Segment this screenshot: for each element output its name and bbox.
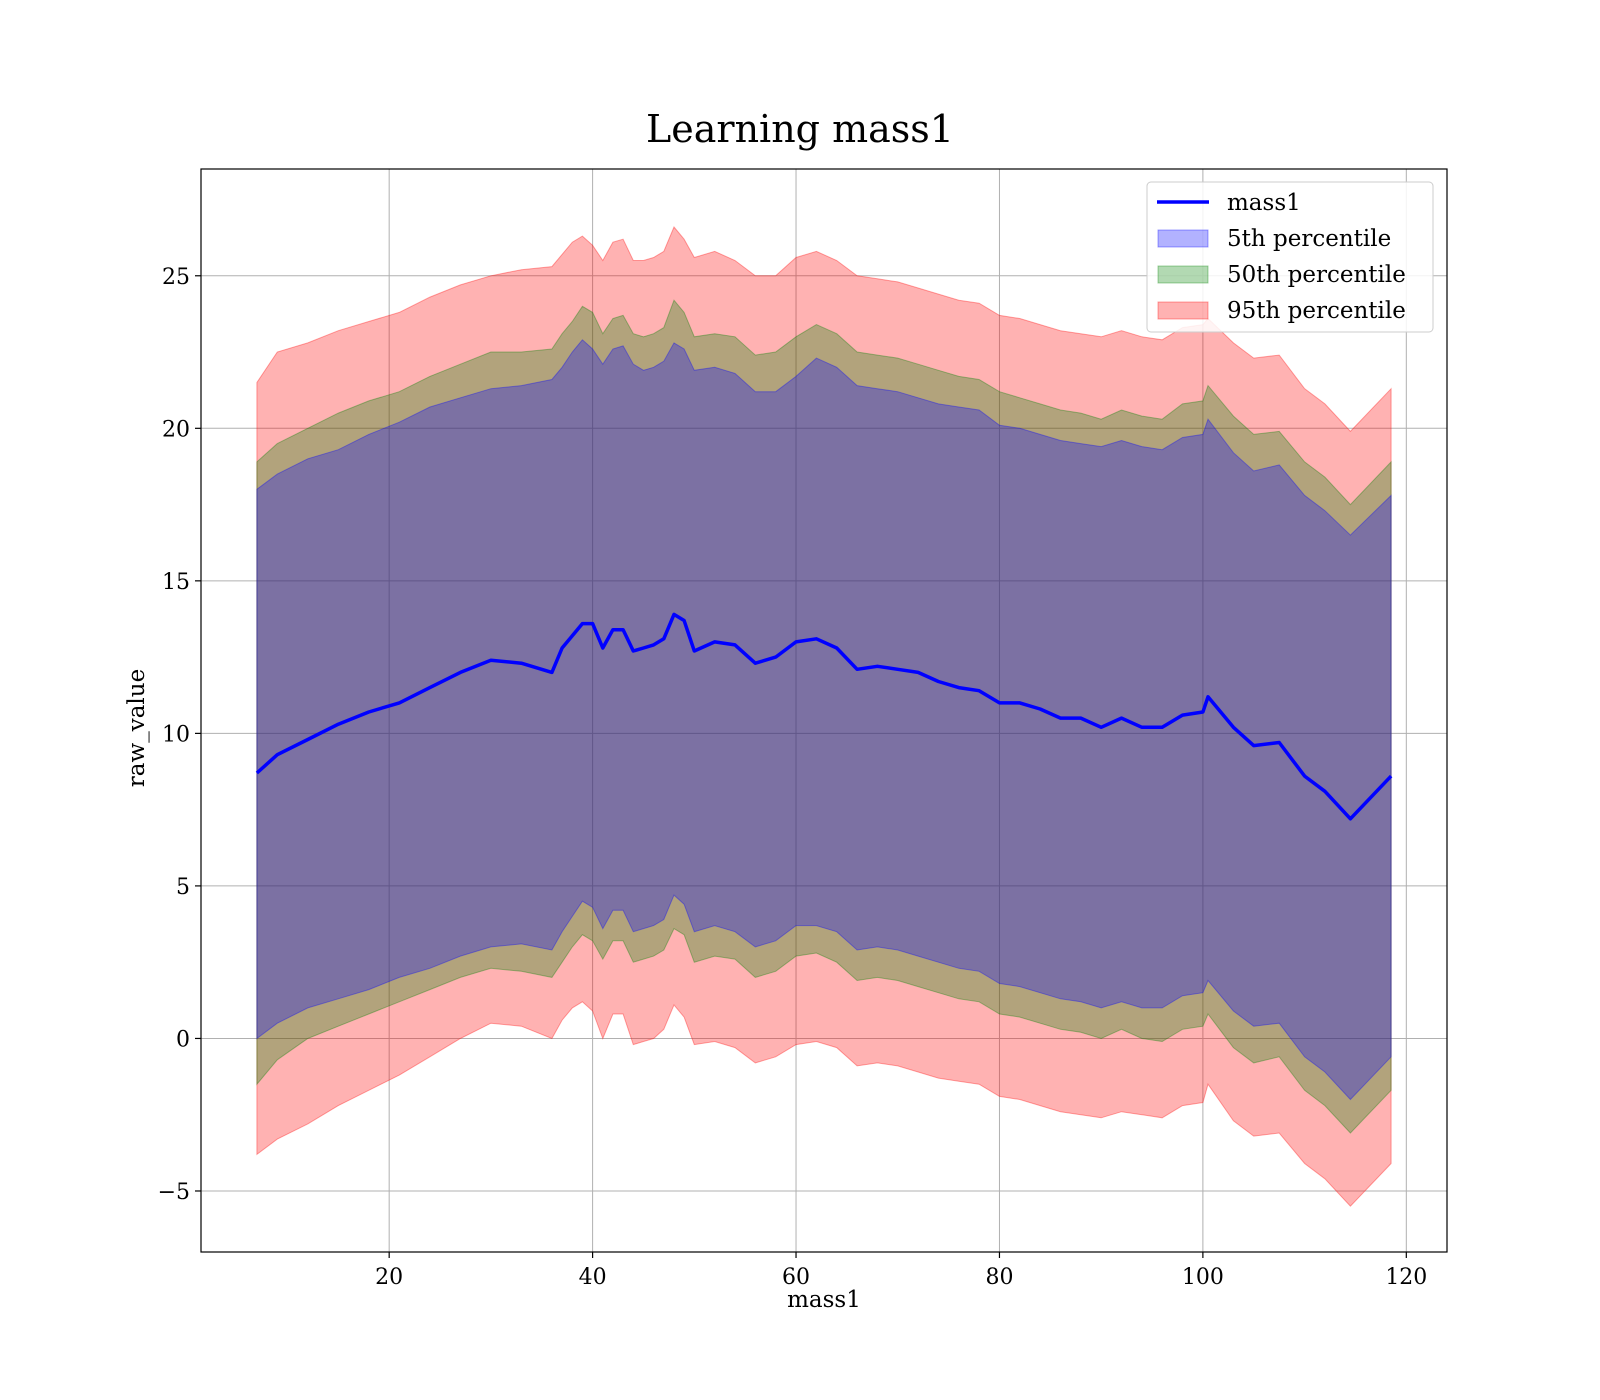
- x-axis-label: mass1: [787, 1287, 861, 1313]
- y-tick-label: 5: [176, 875, 190, 900]
- band-95th-percentile: [256, 226, 1392, 1207]
- legend: mass1 5th percentile 50th percentile 95th p…: [1146, 181, 1434, 333]
- x-tick-label: 60: [782, 1265, 810, 1290]
- y-tick-label: 10: [162, 722, 190, 747]
- x-tick-label: 120: [1385, 1265, 1427, 1290]
- band-5th-percentile: [256, 339, 1392, 1101]
- y-tick-label: 20: [162, 417, 190, 442]
- x-tick-label: 20: [375, 1265, 403, 1290]
- y-axis-ticks: −5 0 5 10 15 20 25: [158, 265, 201, 1205]
- x-axis-ticks: 20 40 60 80 100 120: [375, 1252, 1427, 1290]
- series-line-mass1: [255, 612, 1393, 821]
- legend-swatch-band: [1157, 229, 1209, 248]
- legend-swatch-band: [1157, 301, 1209, 320]
- plot-area-frame: [200, 168, 1448, 1253]
- legend-label: mass1: [1227, 190, 1301, 216]
- chart-title: Learning mass1: [646, 107, 954, 151]
- x-tick-label: 100: [1182, 1265, 1224, 1290]
- y-tick-label: 15: [162, 570, 190, 595]
- y-tick-label: 0: [176, 1027, 190, 1052]
- legend-label: 95th percentile: [1227, 298, 1406, 324]
- band-50th-percentile: [256, 299, 1392, 1134]
- y-tick-label: 25: [162, 265, 190, 290]
- legend-label: 5th percentile: [1227, 226, 1391, 252]
- legend-swatch-band: [1157, 265, 1209, 284]
- legend-label: 50th percentile: [1227, 262, 1406, 288]
- y-tick-label: −5: [158, 1180, 190, 1205]
- series-lines: [255, 612, 1393, 821]
- x-tick-label: 40: [579, 1265, 607, 1290]
- x-tick-label: 80: [985, 1265, 1013, 1290]
- y-axis-label: raw_value: [124, 669, 150, 787]
- legend-box: [1146, 181, 1434, 333]
- percentile-bands: [256, 226, 1392, 1207]
